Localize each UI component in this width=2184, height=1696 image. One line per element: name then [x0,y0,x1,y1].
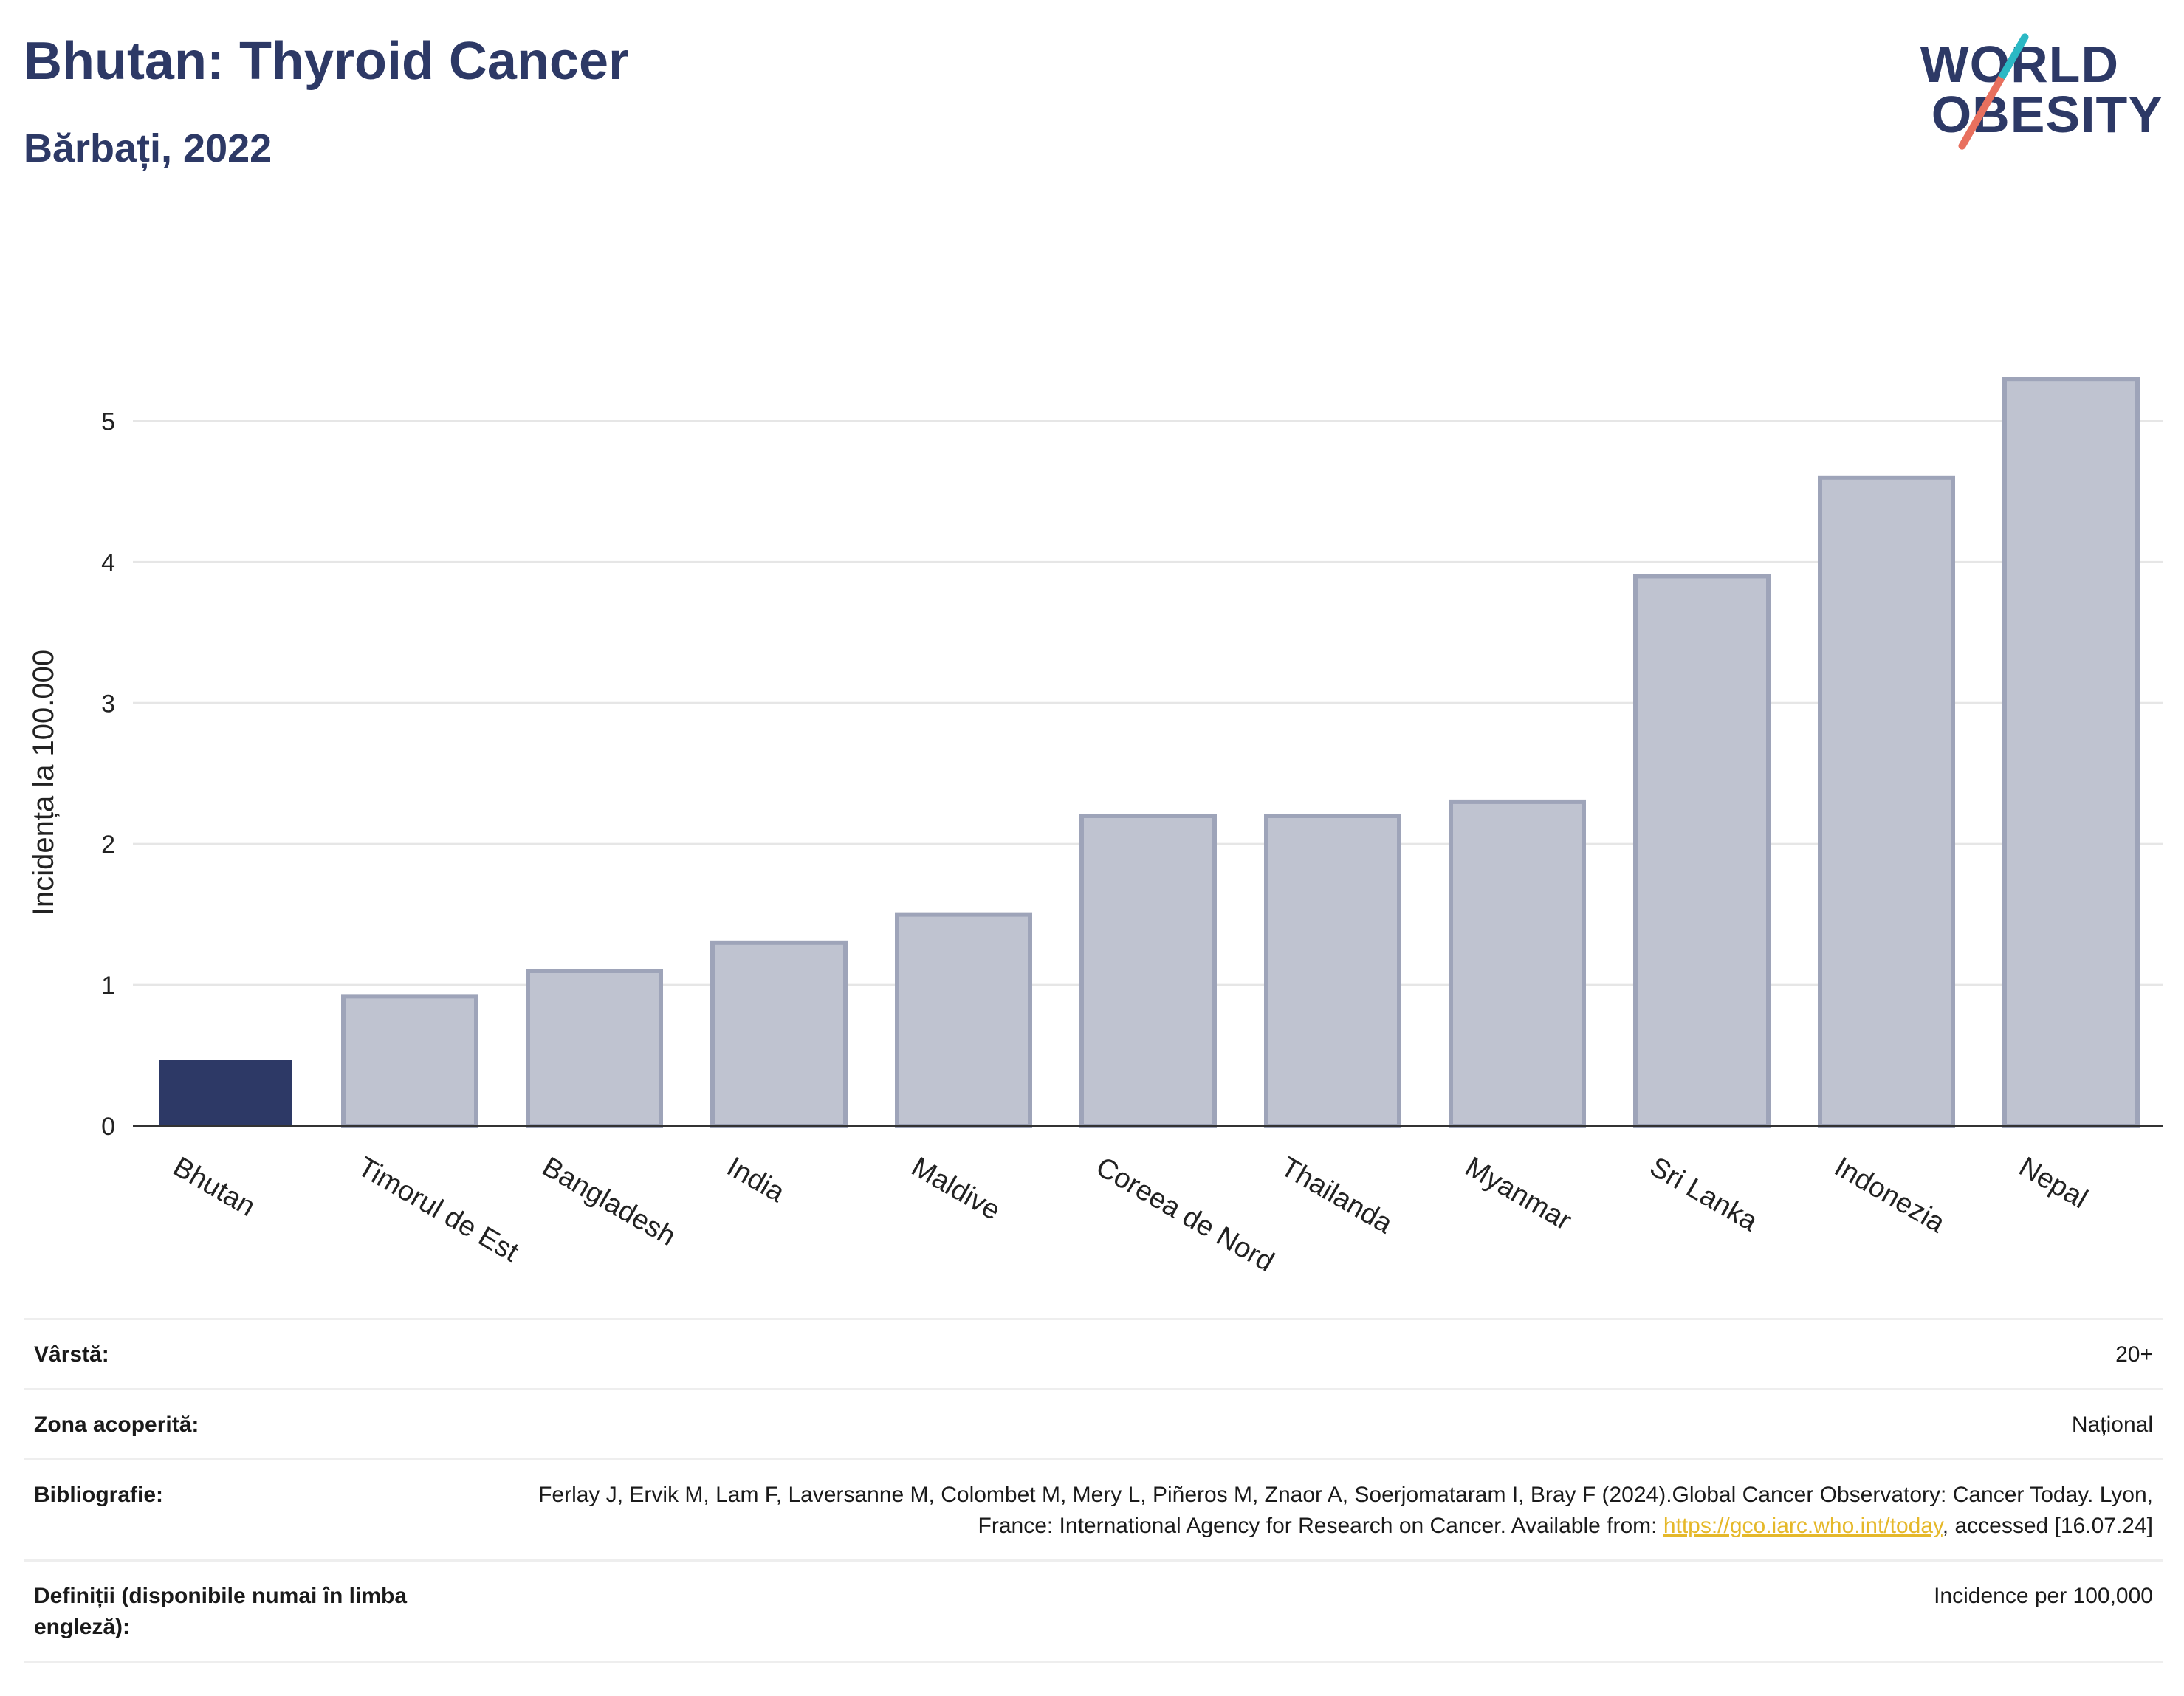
meta-label-coverage: Zona acoperită: [34,1412,199,1437]
x-tick-label: India [721,1151,790,1209]
meta-row-age: Vârstă: 20+ [24,1320,2163,1390]
bar-indonezia [1818,475,1955,1128]
bar-thailanda [1264,814,1401,1128]
bars [159,377,2140,1129]
x-tick-label: Coreea de Nord [1091,1151,1279,1278]
bar-india [710,940,848,1129]
y-tick-labels: 0 1 2 3 4 5 [101,408,115,1141]
x-tick-label: Bangladesh [537,1151,681,1252]
world-obesity-logo: WORLD OBESITY [1920,22,2163,155]
bar-timorul-de-est [341,994,478,1129]
y-tick-label: 3 [101,690,115,718]
x-tick-label: Maldive [906,1151,1005,1226]
x-tick-label: Bhutan [168,1151,260,1223]
y-tick-label: 5 [101,408,115,436]
x-tick-label: Sri Lanka [1644,1151,1763,1237]
meta-label-bibliography: Bibliografie: [34,1483,164,1507]
meta-value-bibliography: Ferlay J, Ervik M, Lam F, Laversanne M, … [529,1480,2153,1542]
meta-value-age: 20+ [2115,1342,2153,1367]
bar-coreea-de-nord [1079,814,1217,1128]
y-tick-label: 1 [101,972,115,1000]
meta-value-definitions: Incidence per 100,000 [1934,1584,2153,1608]
bar-myanmar [1449,799,1586,1129]
x-tick-labels: Bhutan Timorul de Est Bangladesh India Maldi… [168,1151,2092,1278]
x-tick-label: Myanmar [1460,1151,1576,1237]
x-tick-label: Nepal [2013,1151,2092,1215]
bar-bangladesh [526,969,663,1128]
bibliography-link[interactable]: https://gco.iarc.who.int/today [1663,1514,1943,1538]
x-tick-label: Indonezia [1829,1151,1950,1239]
bar-nepal [2002,377,2140,1128]
meta-value-coverage: Național [2071,1412,2153,1437]
y-tick-label: 0 [101,1113,115,1141]
x-tick-label: Thailanda [1275,1151,1398,1240]
meta-row-coverage: Zona acoperită: Național [24,1390,2163,1460]
bar-sri-lanka [1633,574,1771,1128]
bar-chart: 0 1 2 3 4 5 Bhutan Timorul de Est Bangladesh Ind… [27,377,2163,1278]
bar-maldive [895,912,1032,1128]
x-tick-label: Timorul de Est [352,1151,523,1268]
y-tick-label: 4 [101,549,115,577]
y-axis-title: Incidența la 100.000 [27,650,60,916]
meta-row-bibliography: Bibliografie: Ferlay J, Ervik M, Lam F, … [24,1460,2163,1562]
meta-row-definitions: Definiții (disponibile numai în limba en… [24,1562,2163,1663]
meta-label-age: Vârstă: [34,1342,109,1367]
page-subtitle: Bărbați, 2022 [24,126,272,171]
page-title: Bhutan: Thyroid Cancer [24,32,630,91]
bar-bhutan [159,1060,292,1126]
bibliography-text: Ferlay J, Ervik M, Lam F, Laversanne M, … [538,1483,2153,1538]
bibliography-text-end: , accessed [16.07.24] [1942,1514,2153,1538]
y-tick-label: 2 [101,831,115,859]
metadata-table: Vârstă: 20+ Zona acoperită: Național Bib… [24,1318,2163,1663]
meta-label-definitions: Definiții (disponibile numai în limba en… [34,1584,408,1639]
